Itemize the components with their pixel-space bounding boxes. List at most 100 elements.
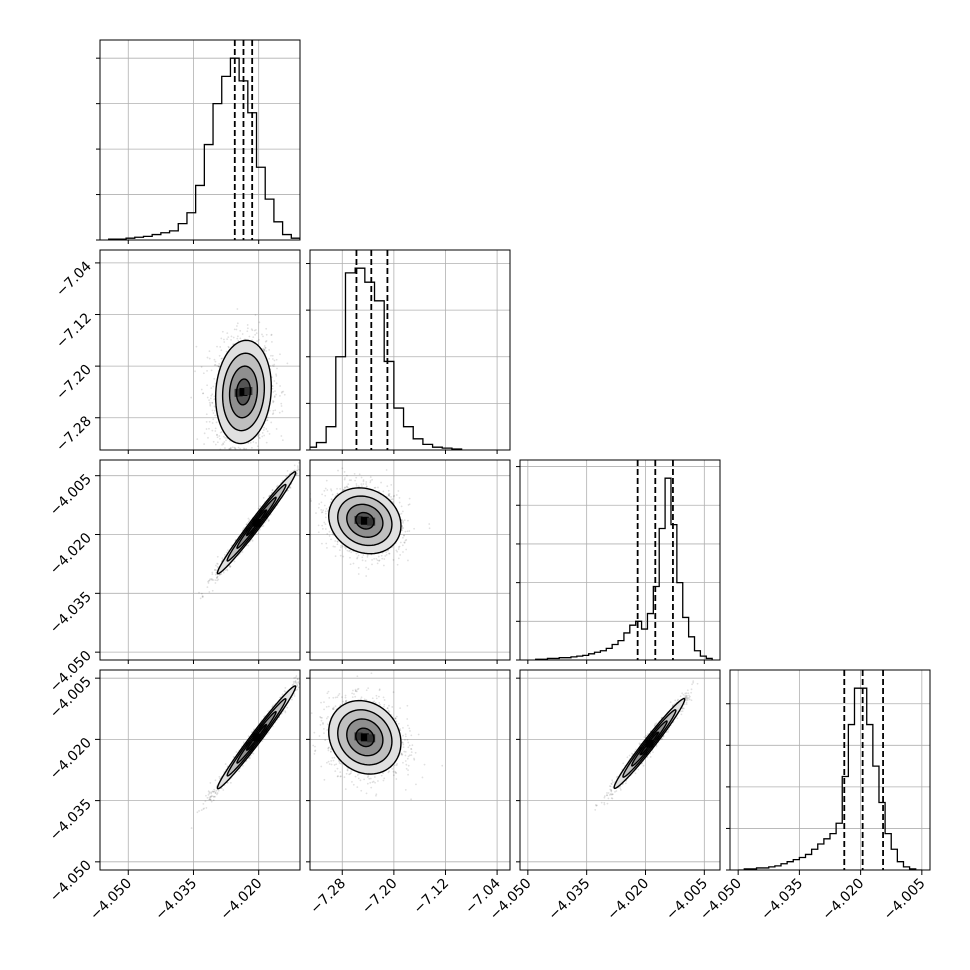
sample-point bbox=[262, 347, 265, 350]
sample-point bbox=[356, 557, 358, 560]
sample-point bbox=[272, 391, 275, 393]
sample-point bbox=[294, 676, 297, 679]
panel-content bbox=[100, 670, 300, 870]
sample-point bbox=[301, 470, 303, 472]
sample-point bbox=[235, 751, 238, 753]
sample-point bbox=[390, 483, 393, 486]
sample-point bbox=[403, 750, 406, 753]
sample-point bbox=[317, 531, 320, 534]
sample-point bbox=[360, 789, 363, 792]
sample-point bbox=[229, 565, 232, 568]
sample-point bbox=[375, 793, 378, 796]
sample-point bbox=[359, 779, 362, 782]
sample-point bbox=[220, 357, 223, 360]
sample-point bbox=[371, 781, 374, 784]
sample-point bbox=[380, 481, 382, 484]
sample-point bbox=[385, 469, 388, 471]
contour-0 bbox=[613, 697, 686, 790]
sample-point bbox=[214, 582, 217, 584]
x-tick-label: −7.20 bbox=[359, 876, 401, 918]
sample-point bbox=[364, 559, 367, 562]
sample-point bbox=[338, 760, 341, 763]
sample-point bbox=[330, 759, 333, 762]
sample-point bbox=[302, 462, 304, 464]
sample-point bbox=[392, 559, 395, 561]
sample-point bbox=[208, 399, 210, 402]
sample-point bbox=[611, 797, 614, 800]
sample-point bbox=[603, 801, 606, 804]
sample-point bbox=[229, 447, 231, 450]
density-core-cell bbox=[245, 527, 254, 536]
density-core-cell bbox=[367, 517, 376, 526]
sample-point bbox=[239, 337, 242, 340]
sample-point bbox=[344, 486, 347, 489]
sample-point bbox=[345, 700, 347, 703]
sample-point bbox=[397, 557, 400, 560]
sample-point bbox=[202, 372, 205, 375]
sample-point bbox=[222, 456, 224, 458]
sample-point bbox=[272, 409, 275, 412]
sample-point bbox=[362, 483, 365, 485]
sample-point bbox=[222, 789, 225, 791]
contour-3 bbox=[355, 511, 375, 530]
sample-point bbox=[270, 334, 273, 336]
sample-point bbox=[279, 353, 281, 356]
sample-point bbox=[320, 501, 323, 504]
sample-point bbox=[251, 446, 253, 449]
sample-point bbox=[402, 534, 405, 537]
sample-point bbox=[211, 422, 214, 424]
sample-point bbox=[232, 343, 234, 346]
sample-point bbox=[199, 597, 202, 600]
sample-point bbox=[340, 762, 342, 765]
sample-point bbox=[330, 488, 332, 491]
sample-point bbox=[328, 696, 331, 699]
sample-point bbox=[360, 483, 363, 486]
sample-point bbox=[382, 772, 384, 775]
sample-point bbox=[207, 794, 210, 796]
sample-point bbox=[362, 480, 365, 483]
sample-point bbox=[328, 530, 331, 533]
sample-point bbox=[217, 578, 220, 581]
sample-point bbox=[378, 689, 381, 692]
sample-point bbox=[222, 435, 225, 438]
sample-point bbox=[210, 792, 213, 795]
sample-point bbox=[365, 575, 368, 577]
sample-point bbox=[230, 338, 232, 341]
sample-point bbox=[329, 501, 332, 504]
sample-point bbox=[607, 792, 610, 794]
sample-point bbox=[284, 710, 287, 713]
sample-point bbox=[206, 384, 209, 387]
sample-point bbox=[208, 579, 211, 582]
sample-point bbox=[392, 770, 395, 773]
histogram-panel-0 bbox=[96, 39, 301, 241]
sample-point bbox=[321, 493, 324, 496]
density-core-cell bbox=[259, 724, 268, 733]
sample-point bbox=[233, 328, 236, 331]
sample-point bbox=[303, 461, 305, 463]
sample-point bbox=[594, 804, 597, 806]
sample-point bbox=[270, 421, 273, 424]
sample-point bbox=[218, 354, 221, 357]
density-core-cell bbox=[360, 516, 369, 525]
sample-point bbox=[281, 479, 284, 482]
y-tick-label: −4.020 bbox=[47, 530, 95, 578]
sample-point bbox=[248, 335, 251, 338]
sample-point bbox=[266, 416, 269, 419]
sample-point bbox=[302, 453, 304, 455]
sample-point bbox=[393, 494, 396, 497]
sample-point bbox=[329, 750, 332, 753]
sample-point bbox=[354, 690, 357, 693]
sample-point bbox=[410, 751, 413, 754]
sample-point bbox=[376, 559, 379, 562]
sample-point bbox=[358, 473, 361, 476]
sample-point bbox=[286, 469, 289, 472]
sample-point bbox=[346, 474, 348, 477]
sample-point bbox=[232, 336, 235, 339]
sample-point bbox=[265, 428, 268, 430]
sample-point bbox=[327, 690, 330, 693]
sample-point bbox=[356, 774, 359, 776]
x-tick-label: −7.12 bbox=[411, 876, 453, 918]
sample-point bbox=[390, 498, 393, 501]
sample-point bbox=[336, 487, 338, 490]
sample-point bbox=[680, 713, 683, 716]
